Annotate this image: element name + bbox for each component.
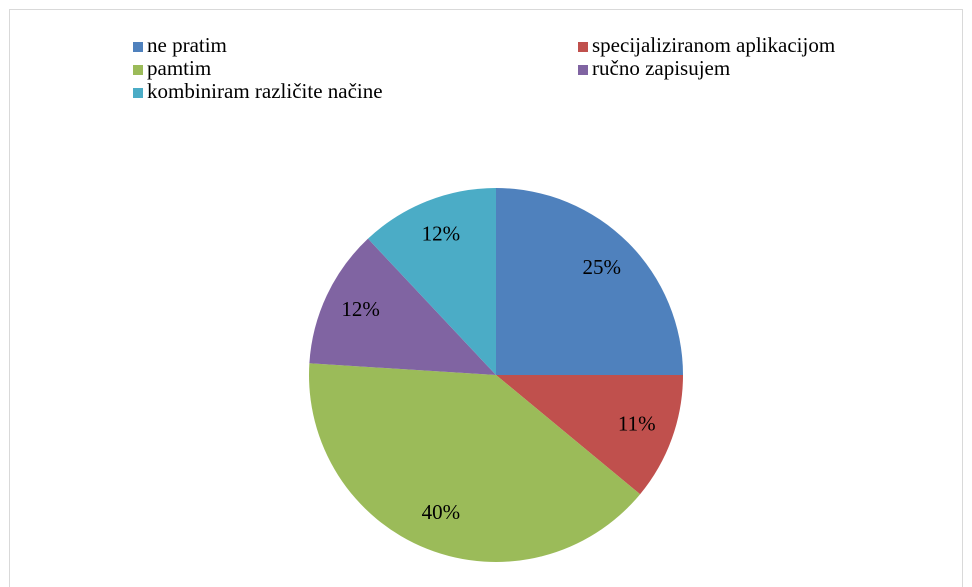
legend-label: kombiniram različite načine (147, 79, 383, 103)
data-label: 25% (583, 255, 622, 279)
legend-label: pamtim (147, 56, 211, 80)
data-label: 12% (341, 297, 380, 321)
pie-slice (367, 188, 496, 375)
data-label: 11% (618, 411, 656, 435)
legend-label: ručno zapisujem (592, 56, 730, 80)
pie-slice (309, 363, 641, 562)
pie-slice (496, 188, 683, 375)
legend-marker (133, 65, 143, 75)
legend-marker (133, 42, 143, 52)
legend-marker (578, 65, 588, 75)
legend-marker (578, 42, 588, 52)
data-label: 12% (422, 222, 461, 246)
legend-label: specijaliziranom aplikacijom (592, 33, 835, 57)
pie-slice (309, 238, 496, 375)
pie-slice (496, 375, 683, 495)
legend-label: ne pratim (147, 33, 227, 57)
data-label: 40% (422, 500, 461, 524)
legend-marker (133, 88, 143, 98)
